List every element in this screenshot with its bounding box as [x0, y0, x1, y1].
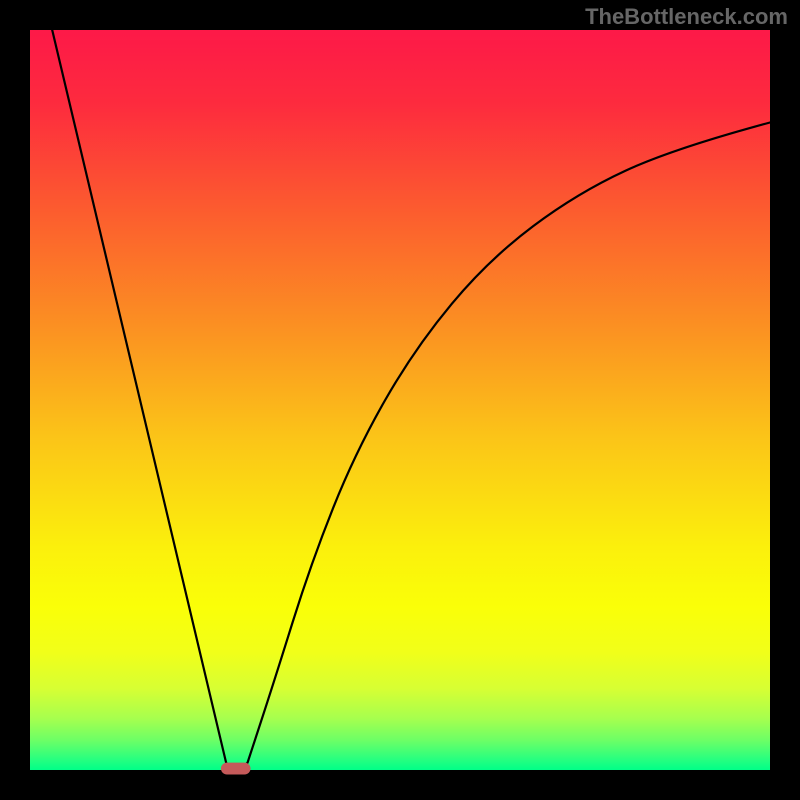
valley-marker — [221, 763, 251, 775]
source-watermark: TheBottleneck.com — [585, 4, 788, 30]
chart-canvas — [0, 0, 800, 800]
